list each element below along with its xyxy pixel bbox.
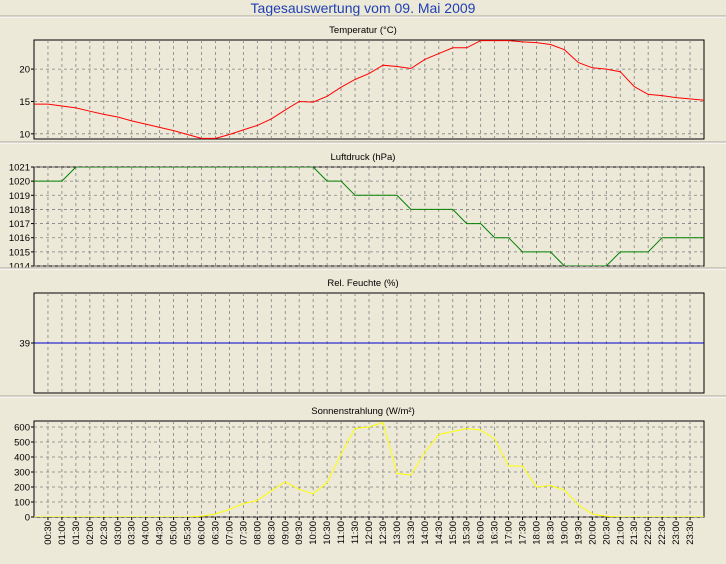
y-tick-label: 100: [14, 498, 30, 509]
x-tick-label: 06:00: [197, 521, 208, 545]
y-tick-label: 0: [25, 513, 30, 524]
x-tick-label: 04:00: [141, 521, 152, 545]
x-tick-label: 22:30: [657, 521, 668, 545]
chart-panel-3: Rel. Feuchte (%) 39: [0, 267, 726, 394]
x-tick-label: 12:00: [364, 521, 375, 545]
series-line: [34, 421, 704, 517]
y-tick-label: 1016: [9, 233, 30, 244]
y-tick-label: 1020: [9, 177, 30, 188]
x-tick-label: 18:00: [532, 521, 543, 545]
x-tick-label: 02:00: [85, 521, 96, 545]
chart-panel-2: Luftdruck (hPa) 1014 1015 1016 1017 1018 1019 1…: [0, 141, 726, 273]
x-tick-label: 23:00: [671, 521, 682, 545]
x-tick-label: 03:00: [113, 521, 124, 545]
x-tick-label: 02:30: [99, 521, 110, 545]
y-tick-label: 1019: [9, 191, 30, 202]
y-tick-label: 39: [19, 339, 30, 350]
x-tick-label: 11:00: [336, 521, 347, 544]
chart-panel-1: Temperatur (°C) 10 15 20: [0, 15, 726, 140]
x-tick-label: 15:30: [462, 521, 473, 545]
y-tick-label: 10: [19, 129, 30, 140]
x-tick-label: 18:30: [545, 521, 556, 545]
page-title: Tagesauswertung vom 09. Mai 2009: [250, 0, 476, 16]
x-tick-label: 20:00: [587, 521, 598, 545]
x-tick-label: 03:30: [127, 521, 138, 545]
x-tick-label: 12:30: [378, 521, 389, 545]
x-tick-label: 22:00: [643, 521, 654, 545]
x-tick-label: 23:30: [685, 521, 696, 545]
chart-title: Sonnenstrahlung (W/m²): [311, 406, 414, 417]
y-tick-label: 400: [14, 453, 30, 464]
x-tick-label: 14:30: [434, 521, 445, 545]
chart-panel-4: Sonnenstrahlung (W/m²) 0 100 200 300 400 500 60…: [0, 395, 726, 524]
y-tick-label: 300: [14, 468, 30, 479]
x-tick-label: 01:30: [71, 521, 82, 545]
chart-title: Temperatur (°C): [329, 25, 397, 36]
y-tick-label: 1015: [9, 247, 30, 258]
chart-title: Luftdruck (hPa): [331, 152, 396, 163]
y-tick-label: 20: [19, 65, 30, 76]
x-tick-label: 21:30: [629, 521, 640, 545]
x-tick-label: 20:30: [601, 521, 612, 545]
x-tick-label: 19:00: [559, 521, 570, 545]
x-tick-label: 11:30: [350, 521, 361, 544]
x-tick-label: 19:30: [573, 521, 584, 545]
series-line: [34, 40, 704, 139]
series-line: [34, 167, 704, 266]
x-tick-label: 17:30: [518, 521, 529, 545]
x-tick-label: 10:30: [322, 521, 333, 545]
x-tick-label: 00:30: [43, 521, 54, 545]
x-tick-label: 10:00: [308, 521, 319, 545]
y-tick-label: 500: [14, 438, 30, 449]
x-tick-label: 15:00: [448, 521, 459, 545]
x-tick-label: 06:30: [210, 521, 221, 545]
x-tick-label: 17:00: [504, 521, 515, 545]
x-tick-label: 16:00: [476, 521, 487, 545]
x-tick-label: 13:30: [406, 521, 417, 545]
x-tick-label: 04:30: [155, 521, 166, 545]
x-tick-label: 21:00: [615, 521, 626, 545]
y-tick-label: 1014: [9, 262, 30, 273]
x-tick-label: 14:00: [420, 521, 431, 545]
x-tick-label: 09:00: [280, 521, 291, 545]
x-tick-label: 08:00: [252, 521, 263, 545]
x-tick-label: 05:00: [169, 521, 180, 545]
y-tick-label: 1017: [9, 219, 30, 230]
y-tick-label: 15: [19, 97, 30, 108]
y-tick-label: 1021: [9, 163, 30, 174]
x-tick-label: 07:30: [238, 521, 249, 545]
x-tick-label: 01:00: [57, 521, 68, 545]
x-tick-label: 16:30: [490, 521, 501, 545]
y-tick-label: 1018: [9, 205, 30, 216]
x-tick-label: 09:30: [294, 521, 305, 545]
x-tick-label: 13:00: [392, 521, 403, 545]
x-tick-label: 08:30: [266, 521, 277, 545]
chart-title: Rel. Feuchte (%): [327, 278, 398, 289]
y-tick-label: 600: [14, 423, 30, 434]
x-tick-label: 07:00: [224, 521, 235, 545]
y-tick-label: 200: [14, 483, 30, 494]
x-tick-label: 05:30: [183, 521, 194, 545]
